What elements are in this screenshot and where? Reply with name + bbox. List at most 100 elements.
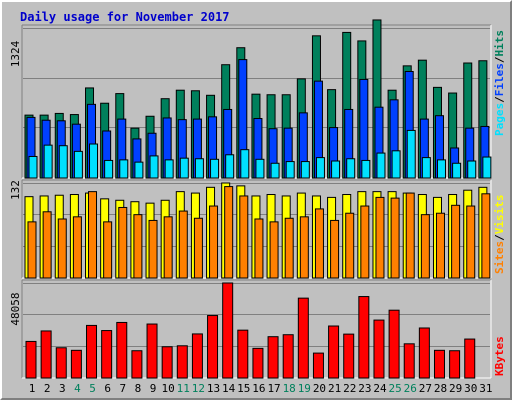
legend-middle: Sites/Visits <box>493 195 506 275</box>
x-tick-label: 30 <box>464 382 477 395</box>
sites-bar <box>163 216 173 279</box>
sites-bar <box>481 193 491 279</box>
kbytes-bar <box>267 336 279 379</box>
sites-bar <box>178 210 188 279</box>
sites-bar <box>390 197 400 279</box>
x-tick-label: 13 <box>207 382 220 395</box>
pages-bar <box>134 161 144 179</box>
x-tick-label: 29 <box>449 382 462 395</box>
sites-bar <box>451 204 461 279</box>
pages-bar <box>482 156 492 179</box>
kbytes-bar <box>222 282 234 379</box>
y-max-label: 1324 <box>9 40 22 67</box>
sites-bar <box>88 191 98 279</box>
pages-bar <box>361 159 371 179</box>
pages-bar <box>43 144 53 179</box>
pages-bar <box>376 152 386 179</box>
sites-bar <box>42 211 52 279</box>
pages-bar <box>58 145 68 179</box>
sites-bar <box>239 195 249 279</box>
sites-bar <box>254 218 264 279</box>
sites-bar <box>375 196 385 279</box>
sites-bar <box>193 217 203 279</box>
sites-bar <box>435 212 445 279</box>
pages-bar <box>406 129 416 179</box>
pages-bar <box>194 158 204 179</box>
sites-bar <box>466 205 476 279</box>
x-tick-label: 31 <box>479 382 492 395</box>
kbytes-bar <box>328 325 340 379</box>
kbytes-bar <box>282 334 294 379</box>
pages-bar <box>467 160 477 179</box>
legend-top: Pages/Files/Hits <box>493 30 506 136</box>
x-tick-label: 21 <box>328 382 341 395</box>
pages-bar <box>164 159 174 179</box>
x-tick-label: 27 <box>419 382 432 395</box>
sites-bar <box>27 221 37 279</box>
pages-bar <box>315 157 325 179</box>
legend-files: Files <box>493 63 506 96</box>
pages-bar <box>89 143 99 179</box>
kbytes-bar <box>70 349 82 379</box>
sites-bar <box>360 205 370 279</box>
x-tick-label: 14 <box>222 382 236 395</box>
kbytes-bar <box>358 296 370 379</box>
pages-bar <box>240 149 250 179</box>
pages-bar <box>179 157 189 179</box>
legend-pages: Pages <box>493 103 506 136</box>
pages-bar <box>452 162 462 179</box>
x-tick-label: 2 <box>44 382 51 395</box>
kbytes-bar <box>176 345 188 379</box>
x-tick-label: 19 <box>298 382 311 395</box>
x-tick-label: 5 <box>89 382 96 395</box>
sites-bar <box>148 219 158 279</box>
sites-bar <box>269 221 279 279</box>
x-tick-label: 4 <box>74 382 81 395</box>
kbytes-bar <box>388 309 400 379</box>
x-tick-label: 1 <box>29 382 36 395</box>
pages-bar <box>28 155 38 179</box>
sites-bar <box>57 218 67 279</box>
pages-bar <box>421 157 431 179</box>
kbytes-bar <box>55 347 67 379</box>
x-tick-label: 23 <box>358 382 371 395</box>
kbytes-bar <box>343 333 355 379</box>
sites-bar <box>420 214 430 279</box>
sites-bar <box>103 221 113 279</box>
legend-kbytes: KBytes <box>493 336 506 376</box>
x-tick-label: 15 <box>237 382 250 395</box>
x-tick-label: 17 <box>267 382 280 395</box>
x-tick-label: 3 <box>59 382 66 395</box>
pages-bar <box>391 150 401 179</box>
pages-bar <box>119 159 129 179</box>
kbytes-bar <box>86 324 98 379</box>
kbytes-bar <box>237 329 249 379</box>
kbytes-bar <box>449 350 461 379</box>
x-tick-label: 25 <box>388 382 401 395</box>
pages-bar <box>73 150 83 179</box>
kbytes-bar <box>297 297 309 379</box>
kbytes-bar <box>101 330 113 379</box>
chart-title: Daily usage for November 2017 <box>20 10 230 24</box>
kbytes-bar <box>464 338 476 379</box>
sites-bar <box>330 219 340 279</box>
sites-bar <box>118 206 128 279</box>
kbytes-bar <box>116 321 128 379</box>
x-tick-label: 9 <box>150 382 157 395</box>
kbytes-bar <box>403 343 415 379</box>
pages-bar <box>104 159 114 179</box>
x-tick-label: 16 <box>252 382 265 395</box>
pages-bar <box>270 162 280 179</box>
kbytes-bar <box>433 349 445 379</box>
sites-bar <box>133 214 143 279</box>
pages-bar <box>149 155 159 179</box>
legend-sites: Sites <box>493 241 506 274</box>
kbytes-bar <box>40 330 52 379</box>
pages-bar <box>331 160 341 179</box>
sites-bar <box>224 186 234 279</box>
kbytes-bar <box>373 319 385 379</box>
kbytes-bar <box>191 333 203 379</box>
pages-bar <box>225 154 235 179</box>
pages-bar <box>255 158 265 179</box>
kbytes-bar <box>312 352 324 379</box>
